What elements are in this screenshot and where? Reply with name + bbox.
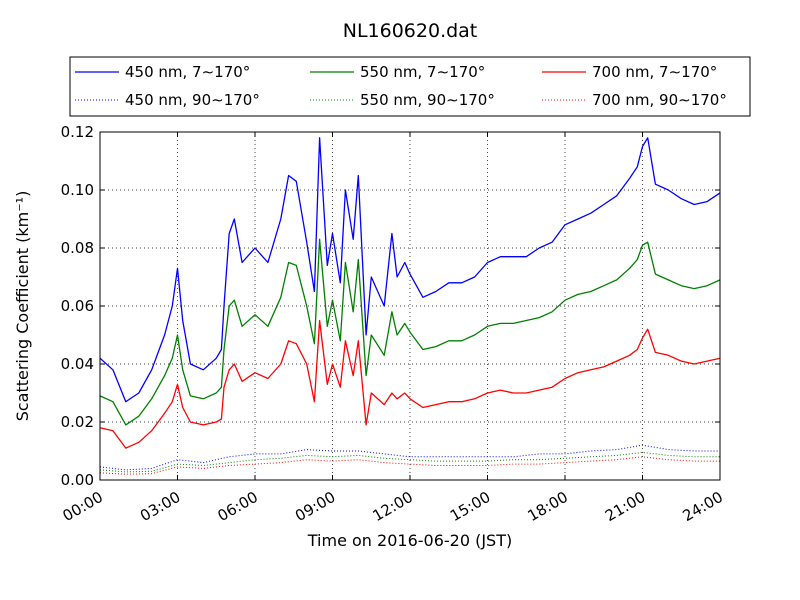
legend-label: 450 nm, 7∼170° bbox=[125, 63, 250, 81]
legend-label: 450 nm, 90∼170° bbox=[125, 91, 260, 109]
x-tick-label: 21:00 bbox=[602, 488, 648, 525]
series-lines bbox=[99, 137, 721, 475]
legend-label: 550 nm, 90∼170° bbox=[360, 91, 495, 109]
x-tick-label: 12:00 bbox=[370, 488, 416, 525]
x-tick-label: 03:00 bbox=[137, 488, 183, 525]
y-tick-label: 0.02 bbox=[61, 413, 94, 431]
legend-box bbox=[69, 56, 751, 117]
y-tick-label: 0.06 bbox=[61, 297, 94, 315]
x-tick-label: 15:00 bbox=[447, 488, 493, 525]
series-line bbox=[99, 444, 720, 471]
y-axis-label: Scattering Coefficient (km⁻¹) bbox=[13, 191, 32, 422]
y-tick-label: 0.10 bbox=[61, 181, 94, 199]
x-axis-label: Time on 2016-06-20 (JST) bbox=[307, 531, 512, 550]
legend-label: 700 nm, 90∼170° bbox=[592, 91, 727, 109]
grid bbox=[100, 132, 720, 480]
series-line bbox=[99, 319, 721, 449]
legend-label: 550 nm, 7∼170° bbox=[360, 63, 485, 81]
x-tick-label: 00:00 bbox=[60, 488, 106, 525]
x-tick-label: 18:00 bbox=[525, 488, 571, 525]
series-line bbox=[99, 238, 721, 426]
chart-title: NL160620.dat bbox=[343, 20, 478, 42]
series-line bbox=[99, 137, 721, 403]
legend-label: 700 nm, 7∼170° bbox=[592, 63, 717, 81]
x-tick-label: 09:00 bbox=[292, 488, 338, 525]
y-tick-label: 0.04 bbox=[61, 355, 94, 373]
x-tick-label: 06:00 bbox=[215, 488, 261, 525]
series-line bbox=[99, 456, 720, 475]
y-tick-label: 0.12 bbox=[61, 123, 94, 141]
plot-area-frame bbox=[99, 131, 721, 481]
y-tick-label: 0.08 bbox=[61, 239, 94, 257]
y-tick-label: 0.00 bbox=[61, 471, 94, 489]
x-tick-label: 24:00 bbox=[680, 488, 726, 525]
legend: 450 nm, 7∼170° 450 nm, 90∼170° 550 nm, 7∼1… bbox=[75, 63, 727, 109]
